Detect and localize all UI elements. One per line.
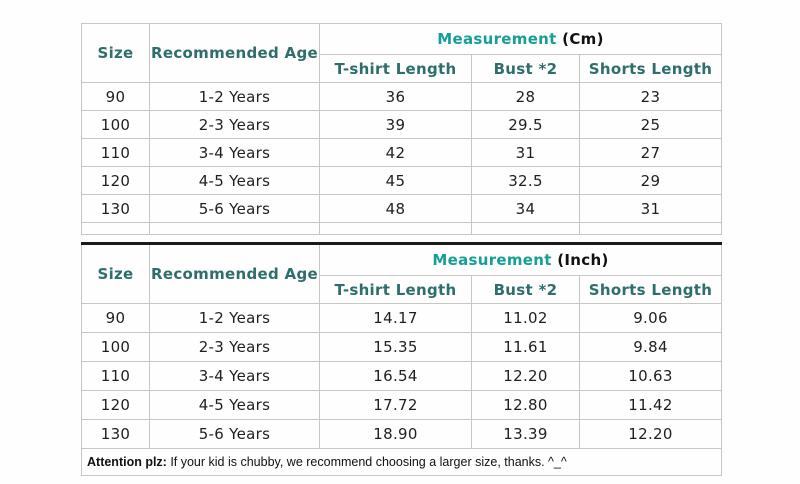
table-row: 90 1-2 Years 14.17 11.02 9.06: [81, 303, 722, 333]
inch-tshirt-header: T-shirt Length: [319, 275, 472, 304]
cm-measurement-unit: (Cm): [562, 30, 604, 48]
table-row: 100 2-3 Years 39 29.5 25: [81, 110, 723, 139]
table-row: 130 5-6 Years 18.90 13.39 12.20: [81, 419, 722, 449]
inch-measurement-header: Measurement (Inch): [319, 243, 722, 276]
tshirt-cell: 16.54: [319, 361, 472, 391]
bust-cell: 29.5: [471, 110, 580, 139]
inch-bust-header: Bust *2: [471, 275, 580, 304]
cm-header-row-1: Size Recommended Age Measurement (Cm): [81, 23, 723, 83]
age-cell: 4-5 Years: [149, 166, 320, 195]
size-cell: 90: [81, 303, 150, 333]
tshirt-cell: 15.35: [319, 332, 472, 362]
tshirt-cell: 18.90: [319, 419, 472, 449]
bust-cell: 34: [471, 194, 580, 223]
shorts-cell: 31: [578, 194, 723, 223]
spacer-cell: [81, 222, 150, 235]
cm-measurement-label: Measurement: [437, 30, 557, 48]
table-row: 110 3-4 Years 42 31 27: [81, 138, 723, 167]
size-table-inch-wrapper: Size Recommended Age Measurement (Inch) …: [81, 242, 722, 476]
bust-cell: 12.20: [471, 361, 580, 391]
size-cell: 100: [81, 332, 150, 362]
size-cell: 110: [81, 361, 150, 391]
table-row: 120 4-5 Years 17.72 12.80 11.42: [81, 390, 722, 420]
tshirt-cell: 42: [319, 138, 472, 167]
attention-note-bold: Attention plz:: [87, 455, 167, 469]
age-cell: 5-6 Years: [149, 419, 320, 449]
cm-shorts-header: Shorts Length: [578, 54, 723, 83]
age-cell: 2-3 Years: [149, 332, 320, 362]
shorts-cell: 9.06: [579, 303, 722, 333]
inch-shorts-header: Shorts Length: [579, 275, 722, 304]
table-row: 100 2-3 Years 15.35 11.61 9.84: [81, 332, 722, 362]
bust-cell: 11.61: [471, 332, 580, 362]
age-cell: 3-4 Years: [149, 138, 320, 167]
inch-header-row-1: Size Recommended Age Measurement (Inch): [81, 243, 722, 304]
shorts-cell: 9.84: [579, 332, 722, 362]
table-row: 90 1-2 Years 36 28 23: [81, 82, 723, 111]
inch-header-row-2: T-shirt Length Bust *2 Shorts Length: [82, 275, 722, 304]
size-cell: 130: [81, 419, 150, 449]
age-cell: 4-5 Years: [149, 390, 320, 420]
table-row: 110 3-4 Years 16.54 12.20 10.63: [81, 361, 722, 391]
shorts-cell: 12.20: [579, 419, 722, 449]
bust-cell: 28: [471, 82, 580, 111]
tshirt-cell: 36: [319, 82, 472, 111]
age-cell: 3-4 Years: [149, 361, 320, 391]
shorts-cell: 25: [578, 110, 723, 139]
shorts-cell: 29: [578, 166, 723, 195]
attention-note-text: If your kid is chubby, we recommend choo…: [166, 455, 567, 469]
tshirt-cell: 39: [319, 110, 472, 139]
size-cell: 120: [81, 166, 150, 195]
bust-cell: 13.39: [471, 419, 580, 449]
inch-size-header: Size: [81, 243, 150, 304]
age-cell: 1-2 Years: [149, 82, 320, 111]
size-cell: 90: [81, 82, 150, 111]
size-cell: 130: [81, 194, 150, 223]
attention-note: Attention plz: If your kid is chubby, we…: [81, 448, 722, 476]
bust-cell: 32.5: [471, 166, 580, 195]
tshirt-cell: 17.72: [319, 390, 472, 420]
cm-size-header: Size: [81, 23, 150, 83]
size-table-inch: Size Recommended Age Measurement (Inch) …: [81, 242, 722, 476]
tshirt-cell: 45: [319, 166, 472, 195]
size-table-cm-wrapper: Size Recommended Age Measurement (Cm) T-…: [81, 23, 723, 235]
table-row: 120 4-5 Years 45 32.5 29: [81, 166, 723, 195]
shorts-cell: 11.42: [579, 390, 722, 420]
tshirt-cell: 14.17: [319, 303, 472, 333]
size-cell: 110: [81, 138, 150, 167]
attention-note-row: Attention plz: If your kid is chubby, we…: [81, 448, 722, 476]
bust-cell: 11.02: [471, 303, 580, 333]
size-cell: 120: [81, 390, 150, 420]
shorts-cell: 23: [578, 82, 723, 111]
spacer-cell: [319, 222, 472, 235]
size-cell: 100: [81, 110, 150, 139]
cm-tshirt-header: T-shirt Length: [319, 54, 472, 83]
size-table-cm: Size Recommended Age Measurement (Cm) T-…: [81, 23, 723, 235]
age-cell: 1-2 Years: [149, 303, 320, 333]
shorts-cell: 27: [578, 138, 723, 167]
spacer-cell: [149, 222, 320, 235]
shorts-cell: 10.63: [579, 361, 722, 391]
bust-cell: 31: [471, 138, 580, 167]
inch-age-header: Recommended Age: [149, 243, 320, 304]
inch-measurement-label: Measurement: [432, 251, 552, 269]
inch-measurement-unit: (Inch): [557, 251, 609, 269]
bust-cell: 12.80: [471, 390, 580, 420]
tshirt-cell: 48: [319, 194, 472, 223]
cm-header-row-2: T-shirt Length Bust *2 Shorts Length: [82, 54, 723, 83]
cm-measurement-header: Measurement (Cm): [318, 23, 723, 55]
cm-bust-header: Bust *2: [471, 54, 580, 83]
spacer-row: [81, 222, 723, 235]
table-row: 130 5-6 Years 48 34 31: [81, 194, 723, 223]
cm-age-header: Recommended Age: [149, 23, 320, 83]
spacer-cell: [578, 222, 723, 235]
age-cell: 2-3 Years: [149, 110, 320, 139]
spacer-cell: [471, 222, 580, 235]
age-cell: 5-6 Years: [149, 194, 320, 223]
